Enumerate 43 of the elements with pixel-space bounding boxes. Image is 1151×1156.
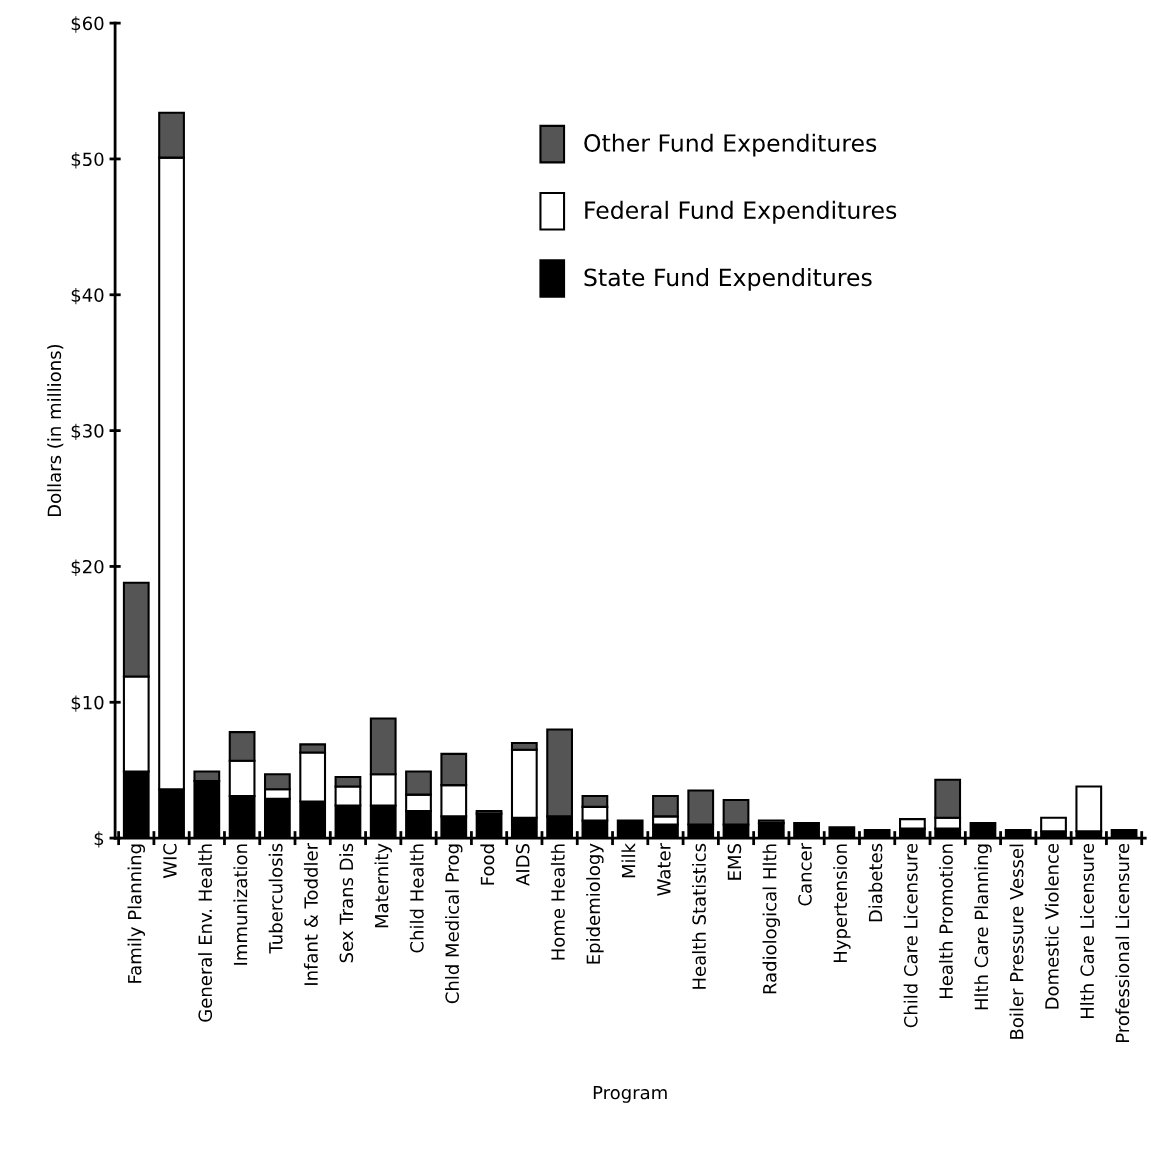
y-tick-label: $ <box>94 831 104 848</box>
x-tick-label: Epidemiology <box>586 843 604 964</box>
y-tick-label: $30 <box>71 423 104 441</box>
x-tick-label: Boiler Pressure Vessel <box>1009 844 1024 1039</box>
x-tick-label: Health Statistics <box>691 843 706 989</box>
x-tick-label: Hlth Care Licensure <box>1080 843 1095 1019</box>
x-tick-label: Home Health <box>550 844 565 960</box>
legend-label: State Fund Expenditures <box>584 268 872 291</box>
x-tick-label: Infant & Toddler <box>303 842 318 985</box>
x-tick-label: Health Promotion <box>938 844 953 999</box>
x-tick-label: Family Planning <box>127 844 145 983</box>
x-tick-label: Cancer <box>798 842 812 906</box>
x-tick-label: Chld Medical Prog <box>445 844 463 1004</box>
bar <box>1075 785 1103 833</box>
y-axis-title: Dollars (in millions) <box>47 344 64 517</box>
x-tick-label: Hypertension <box>833 844 851 962</box>
y-tick-label: $20 <box>71 559 104 576</box>
x-tick-label: Diabetes <box>868 843 883 922</box>
x-tick-label: Immunization <box>233 844 248 965</box>
x-tick-label: Professional Licensure <box>1115 843 1130 1042</box>
x-tick-label: General Env. Health <box>198 844 213 1022</box>
legend-label: Federal Fund Expenditures <box>585 200 897 224</box>
x-tick-label: Sex Trans Dis <box>339 843 354 963</box>
x-tick-label: Milk <box>621 843 636 878</box>
x-tick-label: AIDS <box>515 843 530 886</box>
y-tick-label: $50 <box>71 152 104 169</box>
x-tick-label: WIC <box>163 843 177 879</box>
x-tick-label: Child Health <box>409 844 424 953</box>
x-tick-label: Hlth Care Planning <box>974 844 992 1010</box>
x-tick-label: Domestic Violence <box>1044 843 1059 1009</box>
legend-label: Other Fund Expenditures <box>584 133 877 157</box>
x-tick-label: Maternity <box>374 843 392 928</box>
x-tick-label: Child Care Licensure <box>903 843 918 1028</box>
y-tick-label: $60 <box>71 16 104 33</box>
x-tick-label: Tuberculosis <box>268 843 283 954</box>
x-tick-label: Radiological Hlth <box>762 844 781 994</box>
x-tick-label: EMS <box>727 843 742 880</box>
x-tick-label: Food <box>480 844 495 885</box>
x-axis-title: Program <box>593 1085 667 1103</box>
y-tick-label: $40 <box>71 287 104 305</box>
x-tick-label: Water <box>657 842 671 896</box>
y-tick-label: $10 <box>71 695 104 712</box>
bar <box>1040 816 1067 833</box>
